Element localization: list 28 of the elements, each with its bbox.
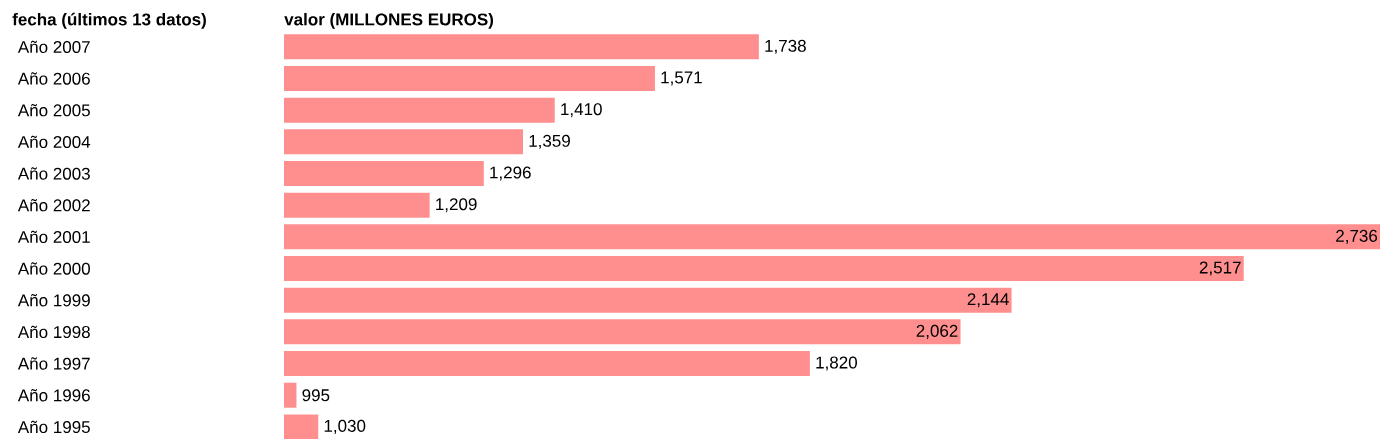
y-tick-label: Año 1995	[17, 420, 90, 434]
data-label: 1,820	[816, 356, 857, 371]
data-label: 2,144	[967, 293, 1009, 308]
y-tick-label: Año 1999	[17, 294, 90, 307]
data-label: 995	[302, 389, 330, 402]
y-tick-label: Año 2006	[17, 72, 90, 85]
data-label: 1,030	[324, 419, 366, 434]
y-tick-label: Año 2007	[17, 40, 90, 54]
data-label: 2,062	[916, 324, 958, 339]
y-tick-label: Año 1997	[17, 357, 90, 370]
y-tick-label: Año 1998	[17, 325, 90, 339]
y-tick-label: Año 2004	[17, 135, 91, 149]
data-label: 1,571	[661, 71, 702, 86]
y-tick-label: Año 2003	[17, 167, 90, 180]
data-label: 1,410	[561, 103, 602, 118]
data-label: 1,296	[490, 166, 531, 181]
y-tick-label: Año 2000	[17, 262, 90, 275]
x-axis-title: valor (MILLONES EUROS)	[284, 12, 494, 29]
y-tick-label: Año 1996	[17, 389, 90, 402]
y-axis-title: fecha (últimos 13 datos)	[12, 12, 206, 29]
data-label: 1,209	[436, 198, 477, 213]
data-label: 2,736	[1336, 229, 1378, 244]
y-tick-label: Año 2002	[17, 199, 90, 212]
y-tick-label: Año 2001	[17, 230, 90, 244]
data-label: 1,359	[529, 134, 570, 149]
y-tick-label: Año 2005	[17, 104, 90, 117]
data-label: 2,517	[1199, 261, 1241, 276]
data-label: 1,738	[765, 39, 806, 54]
